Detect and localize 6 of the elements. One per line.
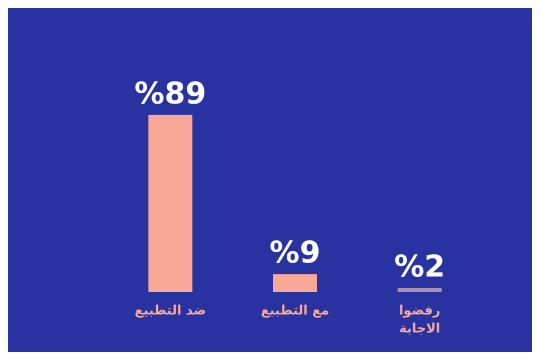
- x-tick-label: رفضوا الاجابة: [398, 304, 440, 336]
- data-label: %9: [270, 236, 320, 271]
- x-tick-label: ضد التطبيع: [134, 304, 206, 318]
- x-tick-label: مع التطبيع: [260, 304, 330, 318]
- data-label: %89: [134, 76, 206, 112]
- data-label: %2: [394, 250, 446, 285]
